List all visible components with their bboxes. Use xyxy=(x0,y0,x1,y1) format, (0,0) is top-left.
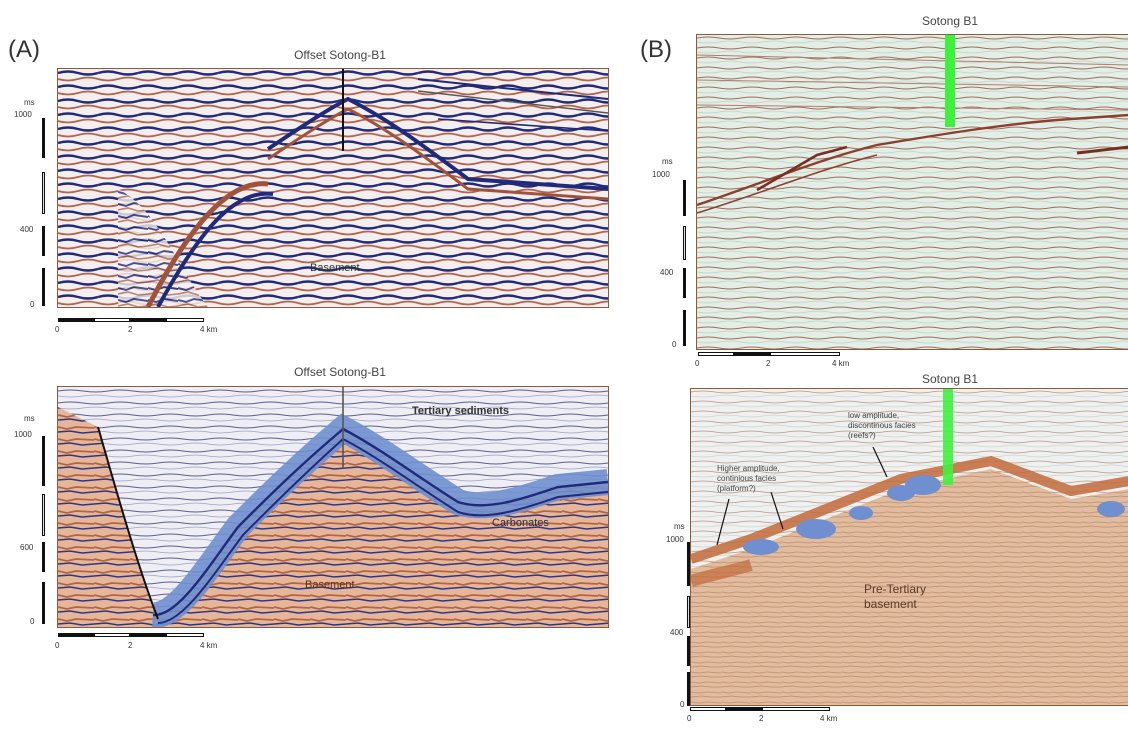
scalebar-segment xyxy=(690,707,726,711)
panel-a-top-timebar xyxy=(42,172,45,214)
seismic-section-a-top xyxy=(57,68,609,308)
seismic-section-b-bottom xyxy=(690,388,1128,706)
scalebar-segment xyxy=(770,352,840,356)
panel-b-bottom-xtick: 2 xyxy=(759,714,764,723)
panel-a-bottom-xtick: 4 km xyxy=(200,641,218,650)
panel-b-bottom-ms-label: ms xyxy=(674,522,685,531)
scalebar-segment xyxy=(130,318,166,322)
scalebar-segment xyxy=(762,707,830,711)
scalebar-segment xyxy=(166,318,204,322)
scalebar-segment xyxy=(130,633,166,637)
panel-b-top-xtick: 0 xyxy=(695,359,700,368)
panel-b-top-title: Sotong B1 xyxy=(921,14,979,28)
label-basement-a-top: Basement xyxy=(310,262,360,274)
seismic-image-a-top xyxy=(58,69,608,307)
panel-b-top-xtick: 4 km xyxy=(832,359,850,368)
panel-b-top-timebar xyxy=(683,268,686,298)
panel-b-bottom-title: Sotong B1 xyxy=(921,372,979,386)
panel-a-bottom-ytick: 600 xyxy=(20,543,34,552)
panel-b-bottom-xtick: 4 km xyxy=(820,714,838,723)
panel-b-top-ms-label: ms xyxy=(662,157,673,166)
panel-a-top-ytick: 0 xyxy=(30,300,35,309)
panel-b-bottom-xtick: 0 xyxy=(687,714,692,723)
panel-b-bottom-timebar xyxy=(687,596,690,628)
scalebar-segment xyxy=(166,633,204,637)
panel-a-top-ytick: 1000 xyxy=(14,110,32,119)
panel-a-top-title: Offset Sotong-B1 xyxy=(294,48,386,62)
panel-a-top-timebar xyxy=(42,118,45,158)
label-basement-a-bottom: Basement xyxy=(305,579,355,591)
panel-b-bottom-timebar xyxy=(687,672,690,706)
label-tertiary-sediments: Tertiary sediments xyxy=(412,405,510,417)
scalebar-segment xyxy=(734,352,770,356)
panel-a-top-xtick: 2 xyxy=(128,325,133,334)
label-carbonates: Carbonates xyxy=(492,517,549,529)
panel-a-bottom-ytick: 1000 xyxy=(14,430,32,439)
panel-a-top-ytick: 400 xyxy=(20,225,34,234)
panel-a-bottom-ms-label: ms xyxy=(24,414,35,423)
panel-b-top-ytick: 0 xyxy=(672,340,677,349)
panel-b-letter: (B) xyxy=(640,36,672,63)
scalebar-segment xyxy=(94,318,130,322)
scalebar-segment xyxy=(698,352,734,356)
label-higher-amplitude: Higher amplitude, continious facies (pla… xyxy=(717,464,780,493)
panel-a-bottom-timebar xyxy=(42,542,45,572)
panel-a-top-timebar xyxy=(42,268,45,306)
panel-b-bottom-ytick: 400 xyxy=(670,628,684,637)
label-low-amplitude: low amplitude, discontinous facies (reef… xyxy=(848,411,916,440)
panel-a-top-ms-label: ms xyxy=(24,98,35,107)
panel-a-top-xtick: 0 xyxy=(55,325,60,334)
panel-b-top-timebar xyxy=(683,226,686,260)
panel-a-top-xtick: 4 km xyxy=(200,325,218,334)
panel-b-top-timebar xyxy=(683,310,686,346)
panel-a-bottom-timebar xyxy=(42,436,45,486)
scalebar-segment xyxy=(58,318,94,322)
panel-b-bottom-ytick: 1000 xyxy=(666,535,684,544)
panel-a-bottom-xtick: 2 xyxy=(128,641,133,650)
panel-b-bottom-timebar xyxy=(687,636,690,666)
panel-b-top-ytick: 1000 xyxy=(652,170,670,179)
panel-a-top-timebar xyxy=(42,226,45,256)
scalebar-segment xyxy=(58,633,94,637)
panel-a-letter: (A) xyxy=(8,36,40,63)
panel-a-bottom-timebar xyxy=(42,582,45,624)
panel-a-bottom-xtick: 0 xyxy=(55,641,60,650)
scalebar-segment xyxy=(94,633,130,637)
panel-b-top-timebar xyxy=(683,180,686,216)
scalebar-segment xyxy=(726,707,762,711)
panel-b-bottom-ytick: 0 xyxy=(680,700,685,709)
seismic-section-b-top xyxy=(696,34,1128,350)
seismic-image-b-top xyxy=(697,35,1128,349)
panel-a-bottom-title: Offset Sotong-B1 xyxy=(294,365,386,379)
seismic-image-a-bottom xyxy=(58,387,608,627)
panel-a-bottom-timebar xyxy=(42,494,45,536)
panel-a-bottom-ytick: 0 xyxy=(30,617,35,626)
panel-b-top-xtick: 2 xyxy=(766,359,771,368)
seismic-section-a-bottom xyxy=(57,386,609,628)
seismic-image-b-bottom xyxy=(691,389,1128,705)
panel-b-top-ytick: 400 xyxy=(660,268,674,277)
panel-b-bottom-timebar xyxy=(687,542,690,586)
label-pre-tertiary-basement: Pre-Tertiary basement xyxy=(864,582,927,611)
